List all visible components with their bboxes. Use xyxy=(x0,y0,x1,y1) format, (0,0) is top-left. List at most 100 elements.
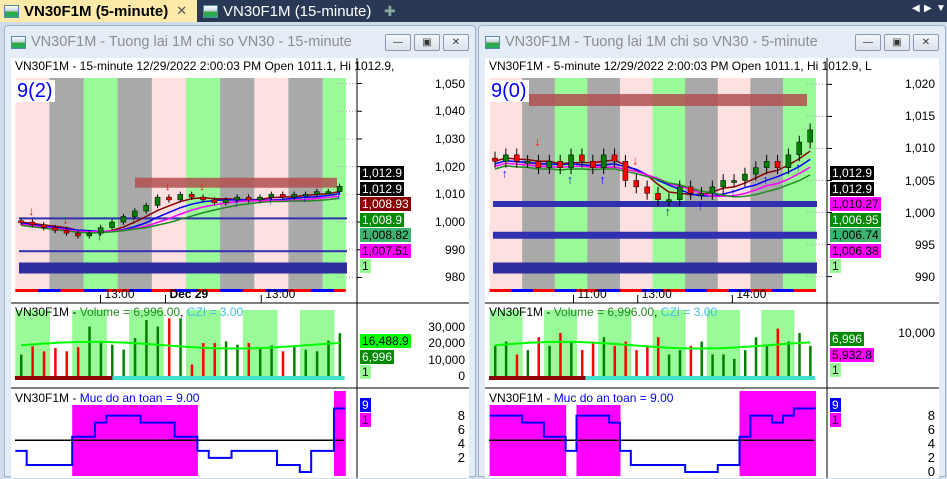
candle xyxy=(177,194,184,201)
candle xyxy=(655,193,661,200)
volume-label: 16,488.9 xyxy=(360,334,411,348)
volume-band xyxy=(717,310,730,380)
background-band xyxy=(772,78,784,291)
support-zone xyxy=(19,250,347,253)
background-band xyxy=(83,78,96,291)
safety-tick: 4 xyxy=(457,435,465,451)
price-tick: 995 xyxy=(914,237,935,252)
trend-strip xyxy=(72,289,85,292)
volume-bar xyxy=(657,337,660,376)
volume-bar xyxy=(776,328,780,376)
volume-title-prefix: VN30F1M - xyxy=(15,305,80,319)
safety-zone xyxy=(793,391,806,476)
candle xyxy=(234,196,240,201)
safety-zone xyxy=(533,391,545,476)
moving-average-line xyxy=(20,193,340,233)
safety-series-label: Muc do an toan = 9.00 xyxy=(553,391,674,405)
close-window-button[interactable]: ✕ xyxy=(443,34,469,51)
czi-label: CZI = 3.00 xyxy=(660,305,718,319)
volume-band xyxy=(265,310,278,380)
trend-strip xyxy=(663,289,675,292)
trend-strip xyxy=(38,289,50,292)
volume-bar xyxy=(624,341,627,376)
safety-zone xyxy=(333,391,346,476)
background-band xyxy=(26,78,39,291)
candle xyxy=(109,221,115,228)
candle xyxy=(644,186,650,194)
volume-tick: 20,000 xyxy=(428,336,465,351)
volume-bar xyxy=(111,344,114,376)
tab-bar: VN30F1M (5-minute) ✕ VN30F1M (15-minute) … xyxy=(0,0,947,22)
volume-bar xyxy=(504,341,508,376)
tab-5-minute[interactable]: VN30F1M (5-minute) ✕ xyxy=(0,0,197,22)
trend-strip xyxy=(696,289,708,292)
candle xyxy=(557,161,563,168)
price-tick: 1,010 xyxy=(904,141,935,156)
candle xyxy=(622,161,629,181)
trend-strip xyxy=(186,289,198,292)
safety-title-prefix: VN30F1M - xyxy=(15,391,80,405)
chart-info-text: VN30F1M - 5-minute 12/29/2022 2:00:03 PM… xyxy=(489,59,872,73)
volume-bar xyxy=(635,350,638,376)
volume-title: VN30F1M - Volume = 6,996.00, CZI = 3.00 xyxy=(13,305,245,319)
candle xyxy=(223,199,229,203)
safety-zone xyxy=(94,391,107,476)
volume-bar xyxy=(548,345,551,376)
candle xyxy=(763,161,770,168)
candle xyxy=(268,194,275,198)
candle xyxy=(742,173,748,181)
volume-bar xyxy=(293,347,296,376)
candle xyxy=(785,154,792,168)
safety-label: 1 xyxy=(360,413,371,427)
volume-bar xyxy=(526,350,530,376)
buy-arrow-icon: ↑ xyxy=(567,173,573,187)
time-label: 11:00 xyxy=(577,287,607,301)
trend-strip xyxy=(83,289,96,292)
background-band xyxy=(511,78,523,291)
support-zone xyxy=(493,201,817,207)
safety-title-prefix: VN30F1M - xyxy=(489,391,554,405)
price-tick: 1,015 xyxy=(904,109,935,124)
scroll-right-icon[interactable]: ▶ xyxy=(924,3,932,14)
sell-arrow-icon: ↓ xyxy=(534,134,540,148)
price-tick: 1,020 xyxy=(904,77,935,92)
time-label: 13:00 xyxy=(265,287,296,301)
candle xyxy=(188,194,195,198)
new-tab-button[interactable]: ✚ xyxy=(384,2,396,19)
trend-strip xyxy=(739,289,751,292)
tab-15-minute[interactable]: VN30F1M (15-minute) xyxy=(199,0,379,22)
close-tab-icon[interactable]: ✕ xyxy=(176,3,188,18)
safety-line xyxy=(15,407,346,473)
scroll-left-icon[interactable]: ◀ xyxy=(912,3,920,14)
chart-body: ↑ ↓ ↑ ↑ ↓ ↑ ↑ ↑ ↑ ↑ VN30F1M - 5-minute 12/29/2022 … xyxy=(485,58,939,479)
volume-band xyxy=(543,310,556,380)
safety-zone xyxy=(598,391,610,476)
tab-menu-icon[interactable]: ▼ xyxy=(936,3,946,14)
restore-button[interactable]: ▣ xyxy=(884,34,910,51)
sell-arrow-icon: ↓ xyxy=(165,179,171,193)
volume-bar xyxy=(667,354,671,376)
trend-strip xyxy=(761,289,773,292)
background-band xyxy=(804,78,817,291)
safety-zone xyxy=(83,391,96,476)
minimize-button[interactable]: — xyxy=(385,34,411,51)
background-band xyxy=(117,78,130,291)
window-title: VN30F1M - Tuong lai 1M chi so VN30 - 5-m… xyxy=(485,34,818,50)
resistance-zone xyxy=(529,94,807,107)
buy-arrow-icon: ↑ xyxy=(301,190,307,204)
volume-bar xyxy=(167,318,171,376)
volume-bar xyxy=(678,350,682,376)
candle xyxy=(154,196,161,206)
safety-title: VN30F1M - Muc do an toan = 9.00 xyxy=(13,391,202,405)
background-band xyxy=(587,78,599,291)
trend-strip xyxy=(511,289,523,292)
safety-tick: 6 xyxy=(927,421,935,437)
trend-strip xyxy=(772,289,784,292)
restore-button[interactable]: ▣ xyxy=(414,34,440,51)
candle xyxy=(611,154,618,162)
buy-arrow-icon: ↑ xyxy=(233,196,239,210)
close-window-button[interactable]: ✕ xyxy=(913,34,939,51)
minimize-button[interactable]: — xyxy=(855,34,881,51)
safety-zone xyxy=(750,391,762,476)
czi-strip xyxy=(15,376,345,380)
